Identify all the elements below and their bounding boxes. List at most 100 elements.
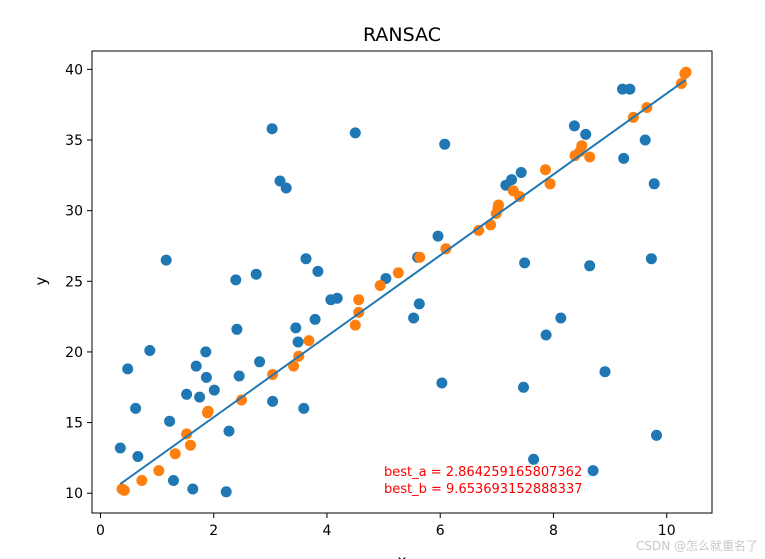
data-point-56 [618,152,630,164]
inlier-point-2 [136,475,148,486]
inlier-point-11 [288,360,300,372]
data-point-17 [230,274,242,286]
y-tick-label-4: 30 [65,204,83,220]
plot-frame [91,50,713,514]
data-point-30 [309,313,321,325]
data-point-61 [651,429,662,441]
data-point-5 [160,254,172,266]
data-point-19 [233,370,245,382]
inlier-point-19 [414,251,426,263]
y-axis-label: y [32,276,50,285]
data-point-15 [220,486,232,498]
inlier-point-25 [493,199,504,211]
data-point-4 [144,345,156,356]
data-point-18 [231,323,243,335]
all-points-series [114,83,662,498]
data-point-48 [540,329,552,341]
x-axis-ticks: 0 2 4 6 8 10 [96,513,676,539]
data-point-36 [408,312,420,324]
data-point-6 [164,415,176,427]
data-point-34 [349,127,361,139]
inlier-point-8 [202,405,214,417]
data-point-7 [168,475,179,486]
data-point-14 [208,384,220,396]
inlier-point-3 [153,465,165,477]
x-tick-label-2: 4 [323,523,332,539]
data-point-2 [130,402,142,414]
data-point-60 [648,178,660,190]
x-tick-label-1: 2 [209,523,218,539]
data-point-46 [519,257,531,269]
x-axis-label: x [398,552,407,559]
data-point-21 [254,356,266,368]
data-point-45 [518,381,529,393]
data-point-1 [122,363,134,375]
data-point-50 [568,120,580,132]
data-point-13 [200,371,212,383]
inlier-point-28 [540,164,551,176]
data-point-53 [587,465,599,477]
data-point-29 [300,253,312,265]
data-point-8 [181,388,193,400]
inlier-point-5 [181,428,193,440]
inlier-point-38 [680,66,692,78]
y-tick-label-6: 40 [65,62,83,78]
data-point-44 [515,167,527,178]
data-point-31 [312,265,324,277]
data-point-54 [599,366,611,378]
data-point-23 [267,395,279,407]
data-point-38 [413,298,425,310]
inlier-point-29 [544,178,556,190]
data-point-3 [132,451,144,462]
data-point-10 [190,360,202,372]
inlier-point-21 [473,224,485,236]
data-point-22 [266,123,278,135]
data-point-26 [290,322,302,334]
inlier-point-4 [169,448,181,460]
data-point-49 [555,312,567,324]
y-tick-label-1: 15 [65,416,83,432]
ransac-fit-line [119,78,687,485]
inlier-point-14 [349,319,361,331]
data-point-28 [298,402,310,414]
best-a-annotation: best_a = 2.864259165807362 [384,465,582,480]
data-point-47 [528,453,540,465]
inlier-point-20 [440,243,452,255]
inlier-point-13 [303,335,315,347]
inlier-point-1 [118,484,130,496]
data-point-33 [331,292,343,304]
y-tick-label-5: 35 [65,133,83,149]
data-point-58 [639,134,651,146]
data-point-51 [580,128,592,140]
inlier-point-27 [514,191,525,202]
y-tick-label-3: 25 [65,274,83,290]
y-axis-ticks: 10 15 20 25 30 35 40 [65,62,92,502]
data-point-12 [200,346,212,358]
inlier-point-33 [584,151,596,163]
x-tick-label-4: 8 [549,523,558,539]
data-point-16 [223,425,235,437]
x-tick-label-0: 0 [96,523,105,539]
data-point-52 [584,260,596,272]
inlier-point-6 [185,439,196,451]
data-point-43 [506,174,518,186]
data-point-40 [436,377,448,389]
inlier-point-18 [392,267,404,279]
x-tick-label-5: 10 [658,523,676,539]
y-tick-label-0: 10 [65,486,83,502]
inlier-point-32 [576,140,588,152]
data-point-39 [432,230,444,242]
data-point-57 [624,83,636,95]
data-point-11 [194,391,206,403]
data-point-27 [292,336,304,348]
data-point-41 [439,138,451,150]
x-tick-label-3: 6 [436,523,445,539]
chart-title: RANSAC [363,24,441,46]
data-point-9 [187,483,199,495]
csdn-watermark: CSDN @怎么就重名了 [636,538,758,553]
data-point-20 [250,268,262,280]
best-b-annotation: best_b = 9.653693152888337 [384,482,583,497]
inlier-point-17 [374,280,386,291]
data-point-25 [280,182,292,194]
